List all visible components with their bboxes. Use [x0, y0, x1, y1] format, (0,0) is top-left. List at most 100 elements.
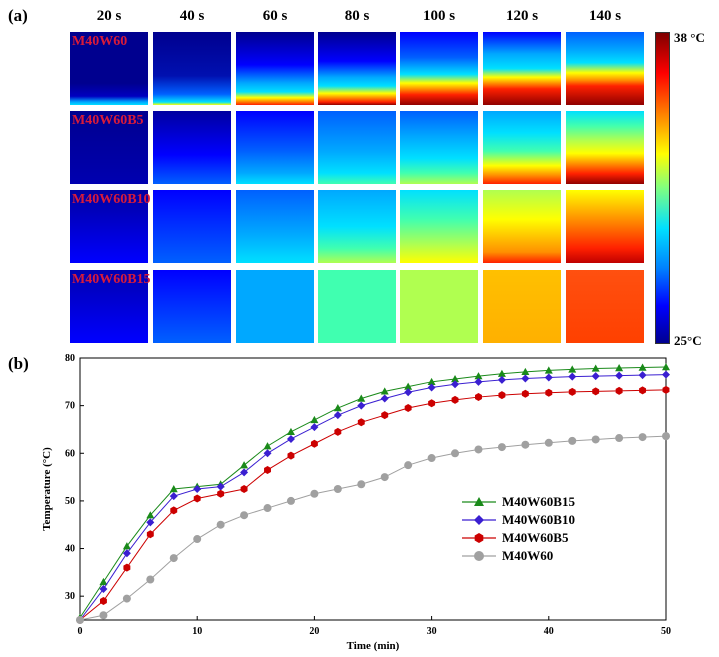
y-tick-label: 50 [65, 496, 75, 507]
data-point [286, 434, 295, 443]
data-point [169, 554, 178, 563]
data-point [216, 482, 225, 491]
data-point [427, 377, 436, 386]
data-point [592, 387, 600, 396]
data-point [99, 596, 107, 605]
temperature-chart: 0 10 20 30 40 50 30 40 50 60 70 80 Time (min) Tempera… [41, 353, 671, 652]
data-point [451, 449, 460, 458]
data-point [216, 520, 225, 529]
heatmap-tile [318, 111, 396, 184]
heatmap-tile [70, 270, 148, 343]
legend-label: M40W60B10 [502, 512, 575, 527]
data-point [474, 551, 484, 561]
data-point [146, 511, 155, 519]
time-label: 20 s [96, 8, 122, 24]
series-line [79, 366, 667, 618]
data-point [146, 518, 155, 527]
data-point [170, 506, 178, 515]
row-label: M40W60B5 [72, 113, 144, 128]
data-point [568, 365, 577, 373]
data-point [474, 515, 484, 525]
row-label: M40W60 [72, 34, 128, 49]
data-point [615, 434, 624, 443]
data-point [357, 401, 366, 410]
data-point [380, 387, 389, 395]
data-point [76, 616, 84, 624]
legend-label: M40W60B5 [502, 530, 569, 545]
data-point [240, 468, 249, 477]
heatmap-tile [566, 32, 644, 105]
data-point [193, 485, 202, 493]
row-label: M40W60B10 [72, 192, 151, 207]
data-point [474, 533, 484, 543]
time-label: 80 s [344, 8, 370, 24]
data-point [263, 504, 272, 513]
data-point [521, 374, 530, 383]
data-point [474, 372, 483, 380]
panel-a-label: (a) [8, 6, 28, 25]
data-point [615, 371, 624, 380]
time-label: 140 s [588, 8, 622, 24]
data-point [591, 372, 600, 381]
data-point [193, 494, 201, 503]
data-point [193, 535, 202, 544]
heatmap-tile [318, 32, 396, 105]
data-point [286, 427, 295, 436]
data-point [591, 435, 600, 444]
data-point [591, 364, 600, 372]
heatmap-tile [566, 270, 644, 343]
y-tick-label: 80 [65, 353, 75, 364]
data-point [286, 496, 295, 505]
temperature-chart-panel: (b) 0 10 20 30 40 50 30 40 50 60 70 80 Time (min) Tem… [0, 350, 719, 652]
data-point [380, 473, 389, 482]
heatmap-tile [400, 190, 478, 263]
heatmap-tile [400, 111, 478, 184]
data-point [451, 374, 460, 383]
data-point [404, 388, 413, 397]
data-point [427, 383, 436, 392]
data-point [474, 377, 483, 386]
data-point [662, 363, 670, 371]
heatmap-tile [70, 32, 148, 105]
x-tick-label: 10 [192, 626, 202, 637]
heatmap-tile [153, 111, 231, 184]
x-axis-label: Time (min) [347, 640, 400, 652]
data-point [334, 427, 342, 436]
x-tick-label: 30 [427, 626, 437, 637]
data-point [263, 442, 272, 450]
data-point [615, 364, 624, 372]
data-point [638, 433, 647, 442]
data-point [568, 372, 577, 381]
series-line [79, 389, 667, 621]
row-label: M40W60B15 [72, 272, 151, 287]
data-point [99, 577, 108, 586]
data-point [333, 411, 342, 420]
data-point [427, 454, 436, 463]
data-point [521, 440, 530, 449]
data-point [169, 485, 178, 493]
y-tick-label: 40 [65, 544, 75, 555]
data-point [264, 465, 271, 474]
data-point [310, 415, 319, 424]
data-point [333, 485, 342, 493]
colorbar-max-label: 38 °C [674, 30, 705, 45]
x-tick-label: 50 [661, 626, 671, 637]
data-point [638, 371, 647, 380]
data-point [310, 423, 319, 432]
heatmap-tile [566, 111, 644, 184]
data-point [240, 511, 249, 520]
data-point [428, 399, 436, 408]
time-label: 120 s [505, 8, 539, 24]
data-point [545, 388, 553, 397]
data-point [451, 380, 460, 389]
panel-b-label: (b) [8, 354, 29, 373]
data-point [615, 386, 623, 395]
heatmap-tile [400, 270, 478, 343]
data-point [662, 385, 670, 394]
heatmap-tile [318, 270, 396, 343]
data-point [662, 370, 670, 379]
heatmap-tile [318, 190, 396, 263]
x-tick-label: 40 [544, 626, 554, 637]
data-point [404, 404, 412, 413]
data-point [404, 382, 413, 390]
